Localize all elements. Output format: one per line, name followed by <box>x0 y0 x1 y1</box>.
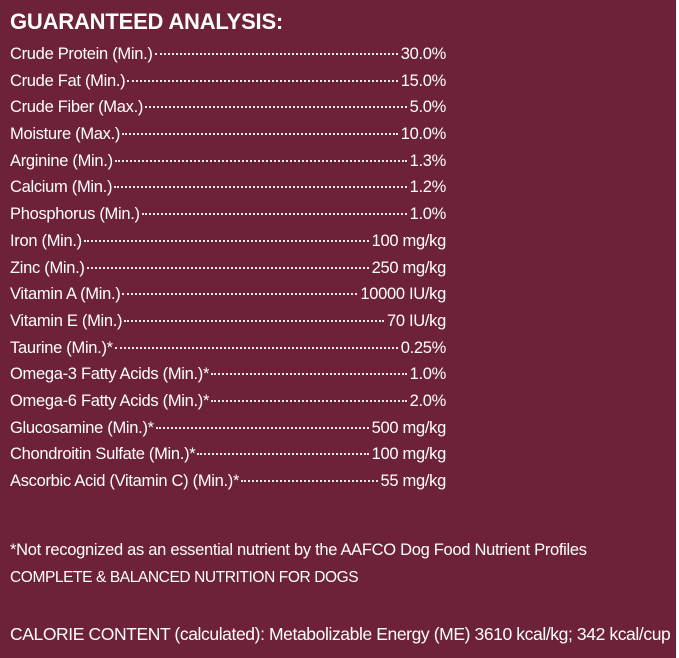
nutrient-name: Ascorbic Acid (Vitamin C) (Min.)* <box>10 472 240 490</box>
nutrient-value: 15.0% <box>400 71 447 90</box>
dot-leader <box>127 79 398 82</box>
analysis-row: Vitamin A (Min.) 10000 IU/kg <box>10 281 446 308</box>
analysis-row: Moisture (Max.) 10.0% <box>10 121 446 148</box>
analysis-row: Arginine (Min.) 1.3% <box>10 148 446 175</box>
dot-leader <box>197 453 369 456</box>
analysis-row: Crude Fat (Min.) 15.0% <box>10 68 446 95</box>
nutrient-name: Crude Protein (Min.) <box>10 45 153 63</box>
analysis-row: Crude Protein (Min.) 30.0% <box>10 41 446 68</box>
dot-leader <box>114 346 398 349</box>
nutrient-name: Iron (Min.) <box>10 231 82 250</box>
nutrient-value: 70 IU/kg <box>386 311 446 330</box>
nutrient-name: Zinc (Min.) <box>10 258 85 277</box>
nutrient-name: Calcium (Min.) <box>10 178 113 197</box>
nutrient-value: 0.25% <box>400 338 447 357</box>
nutrient-value: 1.2% <box>409 178 447 197</box>
nutrient-name: Arginine (Min.) <box>10 151 113 170</box>
analysis-row: Phosphorus (Min.) 1.0% <box>10 201 446 228</box>
nutrient-value: 1.0% <box>409 205 447 224</box>
analysis-table: Crude Protein (Min.) 30.0% Crude Fat (Min.… <box>10 41 446 495</box>
guaranteed-analysis-heading: GUARANTEED ANALYSIS: <box>10 9 284 34</box>
nutrient-value: 5.0% <box>409 98 447 117</box>
nutrient-value: 10000 IU/kg <box>360 285 446 304</box>
nutrient-name: Omega-3 Fatty Acids (Min.)* <box>10 365 210 384</box>
nutrient-value: 500 mg/kg <box>371 418 447 437</box>
dot-leader <box>83 239 369 242</box>
nutrient-value: 100 mg/kg <box>371 231 447 250</box>
analysis-row: Glucosamine (Min.)* 500 mg/kg <box>10 415 446 442</box>
dot-leader <box>211 399 407 402</box>
dot-leader <box>122 293 358 296</box>
analysis-row: Taurine (Min.)* 0.25% <box>10 335 446 362</box>
nutrient-name: Vitamin A (Min.) <box>10 285 121 304</box>
nutrient-value: 100 mg/kg <box>371 445 447 464</box>
nutrition-statement: COMPLETE & BALANCED NUTRITION FOR DOGS <box>10 569 359 586</box>
dot-leader <box>124 319 384 322</box>
nutrient-name: Crude Fat (Min.) <box>10 71 126 90</box>
dot-leader <box>211 373 407 376</box>
analysis-row: Zinc (Min.) 250 mg/kg <box>10 255 446 282</box>
nutrient-value: 1.0% <box>409 365 447 384</box>
nutrient-name: Phosphorus (Min.) <box>10 205 140 224</box>
dot-leader <box>114 159 407 162</box>
dot-leader <box>154 53 398 55</box>
nutrient-name: Moisture (Max.) <box>10 125 121 144</box>
nutrient-name: Chondroitin Sulfate (Min.)* <box>10 445 196 464</box>
analysis-row: Calcium (Min.) 1.2% <box>10 174 446 201</box>
dot-leader <box>122 133 398 136</box>
nutrient-value: 250 mg/kg <box>371 258 447 277</box>
dot-leader <box>155 426 369 429</box>
analysis-row: Vitamin E (Min.) 70 IU/kg <box>10 308 446 335</box>
dot-leader <box>141 213 407 216</box>
calorie-content: CALORIE CONTENT (calculated): Metaboliza… <box>10 624 671 644</box>
analysis-row: Chondroitin Sulfate (Min.)* 100 mg/kg <box>10 441 446 468</box>
nutrient-name: Omega-6 Fatty Acids (Min.)* <box>10 391 210 410</box>
analysis-row: Omega-6 Fatty Acids (Min.)* 2.0% <box>10 388 446 415</box>
nutrient-name: Glucosamine (Min.)* <box>10 418 154 437</box>
analysis-row: Ascorbic Acid (Vitamin C) (Min.)* 55 mg/k… <box>10 468 446 495</box>
nutrient-value: 2.0% <box>409 391 447 410</box>
dot-leader <box>241 480 378 482</box>
analysis-row: Omega-3 Fatty Acids (Min.)* 1.0% <box>10 361 446 388</box>
nutrient-value: 1.3% <box>409 151 447 170</box>
dot-leader <box>114 186 407 189</box>
nutrient-value: 10.0% <box>400 125 447 144</box>
dot-leader <box>86 266 369 269</box>
analysis-row: Crude Fiber (Max.) 5.0% <box>10 94 446 121</box>
aafco-footnote: *Not recognized as an essential nutrient… <box>10 541 587 559</box>
nutrient-name: Taurine (Min.)* <box>10 338 113 357</box>
dot-leader <box>145 106 407 109</box>
analysis-row: Iron (Min.) 100 mg/kg <box>10 228 446 255</box>
nutrient-value: 55 mg/kg <box>380 472 447 490</box>
nutrient-name: Crude Fiber (Max.) <box>10 98 144 117</box>
nutrient-value: 30.0% <box>400 45 447 63</box>
nutrient-name: Vitamin E (Min.) <box>10 311 123 330</box>
